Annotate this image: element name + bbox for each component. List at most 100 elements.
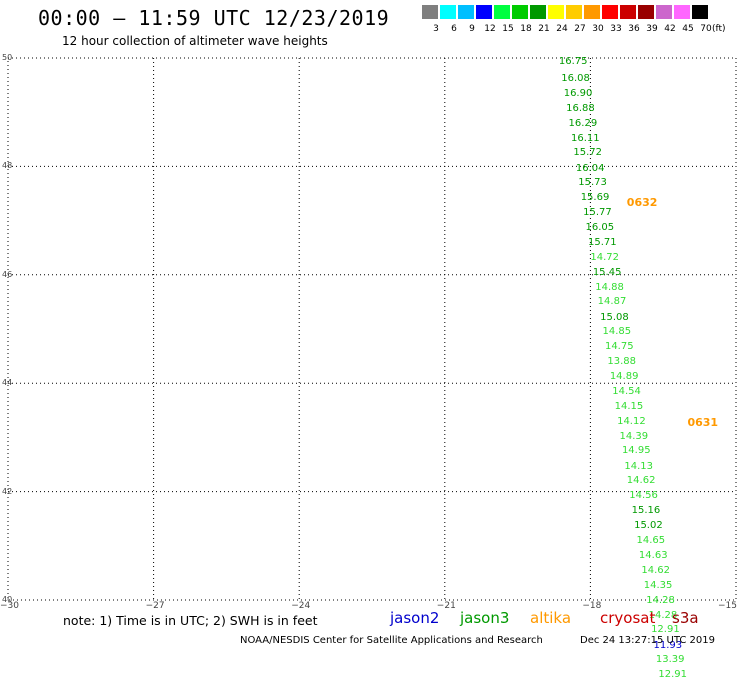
scale-swatch [458,5,474,19]
satellite-legend-s3a: s3a [672,609,699,627]
wave-height-label: 15.16 [631,505,661,517]
wave-height-label: 14.95 [621,445,651,457]
wave-height-label: 13.39 [655,654,685,666]
wave-height-label: 14.65 [636,534,666,546]
footer-timestamp: Dec 24 13:27:15 UTC 2019 [580,635,715,646]
footer-credit: NOAA/NESDIS Center for Satellite Applica… [240,635,543,646]
scale-unit: (ft) [712,24,726,34]
latitude-tick-label: 40 [2,595,13,604]
scale-label: 27 [574,24,586,34]
latitude-tick-label: 44 [2,378,13,388]
wave-height-label: 15.08 [600,311,629,323]
wave-height-map [7,57,737,601]
scale-swatch [422,5,438,19]
wave-height-label: 15.71 [587,236,617,248]
wave-height-label: 16.29 [568,117,598,129]
wave-height-label: 14.13 [624,460,653,472]
wave-height-label: 14.56 [629,490,658,502]
satellite-legend-cryosat: cryosat [600,609,656,627]
scale-label: 30 [592,24,604,34]
map-border [7,57,737,601]
wave-height-label: 15.72 [573,147,603,159]
wave-height-label: 15.45 [592,266,622,278]
scale-swatch [548,5,564,19]
wave-height-label: 14.35 [643,579,673,591]
scale-swatch [638,5,654,19]
scale-swatch [602,5,618,19]
satellite-legend-jason3: jason3 [460,609,510,627]
map-grid [8,58,736,600]
scale-label: 39 [646,24,658,34]
wave-height-label: 13.88 [607,356,637,368]
scale-swatch [674,5,690,19]
wave-height-label: 16.05 [585,222,615,234]
wave-height-label: 15.69 [580,192,610,204]
wave-height-label: 14.62 [641,564,670,576]
latitude-tick-label: 42 [2,486,13,496]
latitude-tick-label: 46 [2,269,13,279]
wave-height-label: 16.90 [563,87,593,99]
wave-height-label: 15.77 [583,207,612,218]
wave-height-label: 14.15 [614,401,644,413]
wave-height-label: 14.87 [597,296,627,308]
latitude-tick-label: 50 [2,53,13,62]
scale-label: 15 [502,24,514,34]
map-frame [7,57,737,601]
wave-height-label: 14.39 [619,430,649,442]
wave-height-label: 14.12 [617,415,646,427]
wave-height-label: 15.73 [578,177,607,189]
wave-height-label: 12.91 [658,669,687,680]
wave-height-label: 16.75 [558,56,588,68]
wave-height-label: 14.88 [595,281,624,293]
wave-height-label: 14.62 [626,475,656,487]
scale-swatch [512,5,528,19]
wave-height-label: 14.54 [612,385,641,397]
scale-label: 24 [556,24,568,34]
scale-label: 6 [451,24,457,34]
pass-time-label: 0632 [626,195,658,209]
map-title: 00:00 – 11:59 UTC 12/23/2019 [38,6,390,30]
wave-height-label: 16.08 [561,72,590,84]
satellite-legend-altika: altika [530,609,572,627]
scale-label: 12 [484,24,496,34]
wave-height-label: 16.04 [575,162,605,174]
longitude-tick-label: −21 [436,601,456,611]
scale-swatch [440,5,456,19]
wave-height-label: 16.11 [570,132,600,144]
scale-swatch [476,5,492,19]
longitude-tick-label: −24 [291,601,311,611]
wave-height-label: 16.88 [566,102,595,114]
wave-height-label: 14.75 [604,341,634,353]
scale-label: 18 [520,24,532,34]
scale-label: 42 [664,24,676,34]
latitude-tick-label: 48 [2,161,13,171]
wave-height-label: 14.89 [609,371,639,383]
longitude-tick-label: −27 [145,601,165,611]
wave-height-label: 12.91 [651,624,680,636]
scale-label: 33 [610,24,622,34]
wave-height-label: 15.02 [634,520,663,532]
longitude-tick-label: −15 [718,601,737,611]
wave-height-label: 14.28 [646,594,675,606]
scale-swatch [692,5,708,19]
wave-height-label: 14.28 [648,609,678,621]
longitude-tick-label: −30 [0,601,19,611]
scale-label: 21 [538,24,550,34]
longitude-tick-label: −18 [582,601,602,611]
scale-swatch [530,5,546,19]
wave-height-label: 14.63 [638,550,668,562]
wave-height-label: 11.93 [653,639,683,651]
scale-swatch [656,5,672,19]
wave-height-label: 14.72 [590,251,620,263]
wave-height-label: 14.85 [602,326,632,338]
scale-swatch [584,5,600,19]
pass-time-label: 0631 [687,416,719,430]
scale-swatch [620,5,636,19]
scale-label: 70 [700,24,712,34]
scale-swatch [566,5,582,19]
footer-note: note: 1) Time is in UTC; 2) SWH is in fe… [63,613,318,628]
map-subtitle: 12 hour collection of altimeter wave hei… [62,34,328,48]
scale-label: 45 [682,24,694,34]
scale-label: 3 [433,24,439,34]
scale-label: 36 [628,24,640,34]
